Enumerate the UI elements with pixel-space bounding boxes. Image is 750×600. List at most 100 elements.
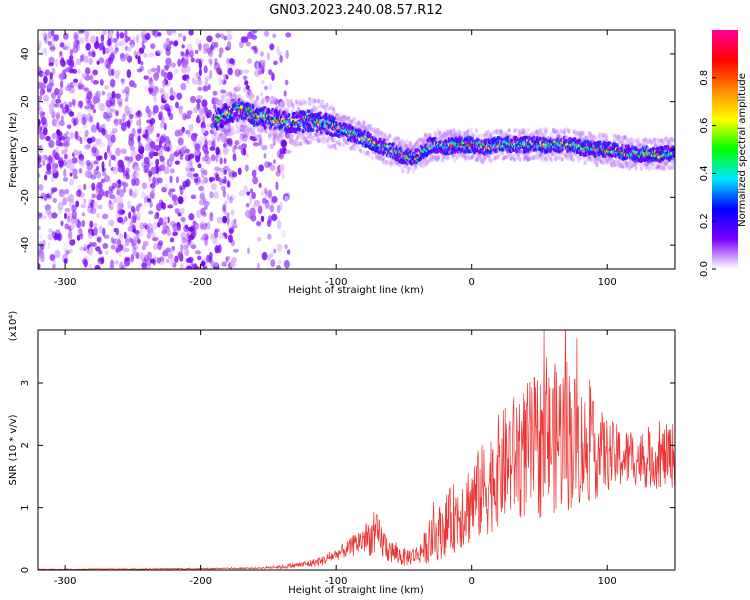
signal-halo xyxy=(396,136,401,141)
noise-cell xyxy=(142,34,149,43)
signal-halo xyxy=(329,104,333,109)
noise-cell xyxy=(105,98,111,104)
noise-cell xyxy=(84,75,91,81)
noise-cell xyxy=(247,58,252,64)
noise-cell xyxy=(120,78,125,84)
noise-cell xyxy=(245,152,249,158)
signal-halo xyxy=(324,108,328,114)
noise-cell xyxy=(166,146,170,152)
noise-cell xyxy=(164,135,170,145)
noise-cell xyxy=(128,156,134,162)
noise-cell xyxy=(172,223,178,232)
noise-cell xyxy=(171,62,176,68)
noise-cell xyxy=(48,77,54,85)
noise-cell xyxy=(279,201,283,210)
signal-halo xyxy=(384,161,389,166)
noise-cell xyxy=(166,30,173,36)
noise-cell xyxy=(245,85,250,90)
noise-cell xyxy=(143,85,150,91)
noise-cell xyxy=(59,50,63,57)
noise-cell xyxy=(90,124,98,133)
noise-cell xyxy=(261,144,268,151)
noise-cell xyxy=(68,111,75,117)
noise-cell xyxy=(70,215,77,224)
signal-halo xyxy=(273,96,277,102)
noise-cell xyxy=(86,142,92,149)
noise-cell xyxy=(80,30,85,34)
noise-cell xyxy=(81,212,86,217)
noise-cell xyxy=(136,68,143,73)
noise-cell xyxy=(149,258,156,264)
noise-cell xyxy=(284,195,289,202)
noise-cell xyxy=(55,98,62,104)
noise-cell xyxy=(190,261,194,268)
noise-cell xyxy=(83,259,88,268)
noise-cell xyxy=(277,51,282,56)
noise-cell xyxy=(63,248,69,254)
noise-cell xyxy=(163,166,170,175)
noise-cell xyxy=(69,132,74,140)
noise-cell xyxy=(266,219,272,227)
noise-cell xyxy=(261,80,265,85)
noise-cell xyxy=(177,132,183,137)
noise-cell xyxy=(142,252,146,260)
noise-cell xyxy=(141,245,146,251)
noise-cell xyxy=(182,193,188,202)
signal-halo xyxy=(412,169,416,174)
signal-halo xyxy=(549,157,553,163)
noise-cell xyxy=(107,56,114,65)
signal-halo xyxy=(528,156,532,161)
signal-halo xyxy=(353,146,357,152)
noise-cell xyxy=(272,33,277,39)
noise-cell xyxy=(42,127,48,136)
noise-cell xyxy=(225,264,231,269)
noise-cell xyxy=(88,50,92,57)
noise-cell xyxy=(244,80,249,86)
noise-cell xyxy=(103,85,110,91)
noise-cell xyxy=(256,220,261,227)
noise-cell xyxy=(109,108,116,113)
noise-cell xyxy=(120,122,127,132)
noise-cell xyxy=(38,81,43,90)
noise-cell xyxy=(208,58,213,65)
signal-halo xyxy=(227,125,231,130)
noise-cell xyxy=(43,94,50,102)
noise-cell xyxy=(119,264,126,269)
signal-halo xyxy=(409,165,414,171)
noise-cell xyxy=(154,144,161,152)
noise-cell xyxy=(156,257,162,264)
noise-cell xyxy=(186,161,190,171)
noise-cell xyxy=(257,205,263,215)
noise-cell xyxy=(147,226,152,236)
noise-cell xyxy=(79,233,84,240)
noise-cell xyxy=(158,257,165,266)
noise-cell xyxy=(62,32,69,40)
signal-halo xyxy=(522,128,526,133)
noise-cell xyxy=(249,135,254,141)
noise-cell xyxy=(169,87,174,96)
noise-cell xyxy=(110,236,115,244)
noise-cell xyxy=(178,137,183,144)
noise-cell xyxy=(190,244,197,250)
noise-cell xyxy=(60,115,64,122)
noise-cell xyxy=(38,234,43,240)
noise-cell xyxy=(48,102,55,111)
noise-cell xyxy=(214,166,220,172)
noise-cell xyxy=(187,256,194,264)
noise-cell xyxy=(182,112,187,121)
signal-halo xyxy=(264,129,268,134)
noise-cell xyxy=(152,242,158,251)
signal-halo xyxy=(267,97,272,102)
noise-cell xyxy=(107,219,115,226)
noise-cell xyxy=(98,141,106,148)
noise-cell xyxy=(234,68,241,77)
noise-cell xyxy=(159,256,165,262)
noise-cell xyxy=(251,191,256,200)
noise-cell xyxy=(201,156,208,161)
noise-cell xyxy=(61,107,67,113)
signal-halo xyxy=(446,155,450,160)
noise-cell xyxy=(40,215,47,220)
noise-cell xyxy=(261,197,267,204)
noise-cell xyxy=(57,202,64,211)
noise-cell xyxy=(162,257,168,265)
